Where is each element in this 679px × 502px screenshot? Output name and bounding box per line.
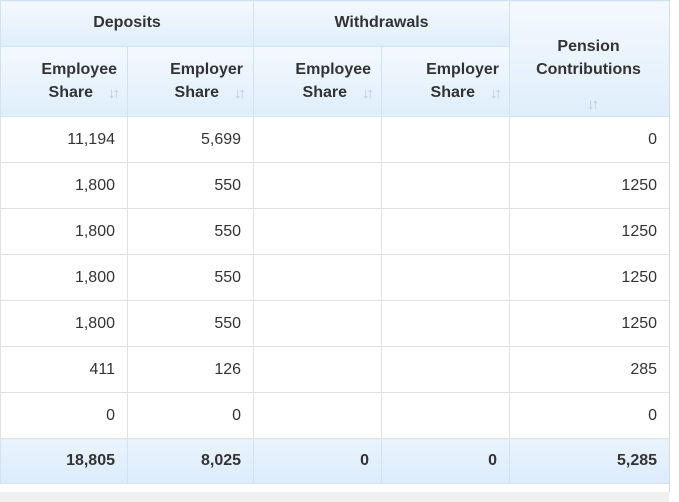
cell-pension: 285	[509, 346, 669, 394]
cell-deposits-employer: 550	[126, 208, 255, 256]
column-header-withdrawals-employee-share[interactable]: Employee Share ↓↑	[253, 45, 383, 118]
header-line1: Employee	[41, 61, 117, 79]
column-header-row: Employee Share ↓↑ Employer Share ↓↑ Employ…	[0, 45, 670, 118]
column-header-pension-contributions[interactable]: Pension Contributions ↓↑	[509, 0, 669, 118]
total-withdrawals-employer: 0	[381, 438, 511, 485]
table-row[interactable]: 1,800 550 1250	[0, 300, 669, 348]
cell-pension: 1250	[509, 254, 669, 302]
group-header-deposits: Deposits	[0, 0, 255, 47]
sort-icon[interactable]: ↓↑	[490, 84, 502, 102]
table-row[interactable]: 1,800 550 1250	[0, 208, 669, 256]
cell-deposits-employer: 5,699	[126, 116, 255, 164]
total-deposits-employee: 18,805	[0, 438, 128, 485]
cell-pension: 0	[509, 116, 669, 164]
table-body: 11,194 5,699 0 1,800 550 1250 1,800 550 1250 1,80…	[0, 116, 669, 440]
header-line2: Share	[174, 84, 220, 102]
cell-withdrawals-employee	[253, 346, 383, 394]
column-header-deposits-employee-share[interactable]: Employee Share ↓↑	[0, 45, 128, 118]
column-header-withdrawals-employer-share[interactable]: Employer Share ↓↑	[381, 45, 511, 118]
group-header-withdrawals: Withdrawals	[253, 0, 511, 47]
cell-withdrawals-employee	[253, 254, 383, 302]
cell-withdrawals-employer	[381, 208, 511, 256]
header-line1: Employee	[295, 61, 372, 79]
cell-deposits-employee: 0	[0, 392, 128, 440]
cell-deposits-employer: 126	[126, 346, 255, 394]
cell-withdrawals-employee	[253, 392, 383, 440]
cell-deposits-employer: 550	[126, 254, 255, 302]
totals-row: 18,805 8,025 0 0 5,285	[0, 438, 669, 485]
pension-header-line2: Contributions	[536, 61, 641, 78]
total-withdrawals-employee: 0	[253, 438, 383, 485]
cell-pension: 1250	[509, 208, 669, 256]
cell-withdrawals-employee	[253, 162, 383, 210]
cell-withdrawals-employer	[381, 300, 511, 348]
pension-header-line1: Pension	[557, 38, 620, 55]
cell-deposits-employee: 1,800	[0, 208, 128, 256]
table-row[interactable]: 411 126 285	[0, 346, 669, 394]
cell-withdrawals-employee	[253, 300, 383, 348]
cell-deposits-employee: 1,800	[0, 254, 128, 302]
cell-withdrawals-employer	[381, 162, 511, 210]
cell-deposits-employee: 1,800	[0, 300, 128, 348]
header-line2: Share	[430, 84, 476, 102]
data-grid: Deposits Withdrawals Pension Contributio…	[0, 0, 670, 492]
header-line2: Share	[48, 84, 93, 102]
cell-withdrawals-employee	[253, 116, 383, 164]
sort-icon[interactable]: ↓↑	[234, 84, 246, 102]
cell-withdrawals-employer	[381, 392, 511, 440]
cell-deposits-employer: 550	[126, 300, 255, 348]
cell-deposits-employer: 0	[126, 392, 255, 440]
cell-deposits-employee: 11,194	[0, 116, 128, 164]
horizontal-scrollbar[interactable]	[0, 492, 669, 502]
cell-withdrawals-employer	[381, 346, 511, 394]
cell-deposits-employee: 1,800	[0, 162, 128, 210]
header-line2: Share	[302, 84, 348, 102]
cell-pension: 0	[509, 392, 669, 440]
sort-icon[interactable]: ↓↑	[362, 84, 374, 102]
table-row[interactable]: 11,194 5,699 0	[0, 116, 669, 164]
cell-deposits-employee: 411	[0, 346, 128, 394]
header-line1: Employer	[426, 61, 500, 79]
cell-deposits-employer: 550	[126, 162, 255, 210]
cell-withdrawals-employer	[381, 254, 511, 302]
cell-withdrawals-employee	[253, 208, 383, 256]
cell-withdrawals-employer	[381, 116, 511, 164]
table-row[interactable]: 1,800 550 1250	[0, 254, 669, 302]
header-line1: Employer	[170, 61, 244, 79]
sort-icon[interactable]: ↓↑	[587, 96, 599, 114]
sort-icon[interactable]: ↓↑	[108, 84, 120, 102]
cell-pension: 1250	[509, 162, 669, 210]
table-row[interactable]: 1,800 550 1250	[0, 162, 669, 210]
contributions-table: Deposits Withdrawals Pension Contributio…	[0, 0, 670, 485]
total-pension: 5,285	[509, 438, 669, 485]
cell-pension: 1250	[509, 300, 669, 348]
group-header-row: Deposits Withdrawals Pension Contributio…	[0, 0, 669, 118]
column-header-deposits-employer-share[interactable]: Employer Share ↓↑	[126, 45, 255, 118]
total-deposits-employer: 8,025	[126, 438, 255, 485]
